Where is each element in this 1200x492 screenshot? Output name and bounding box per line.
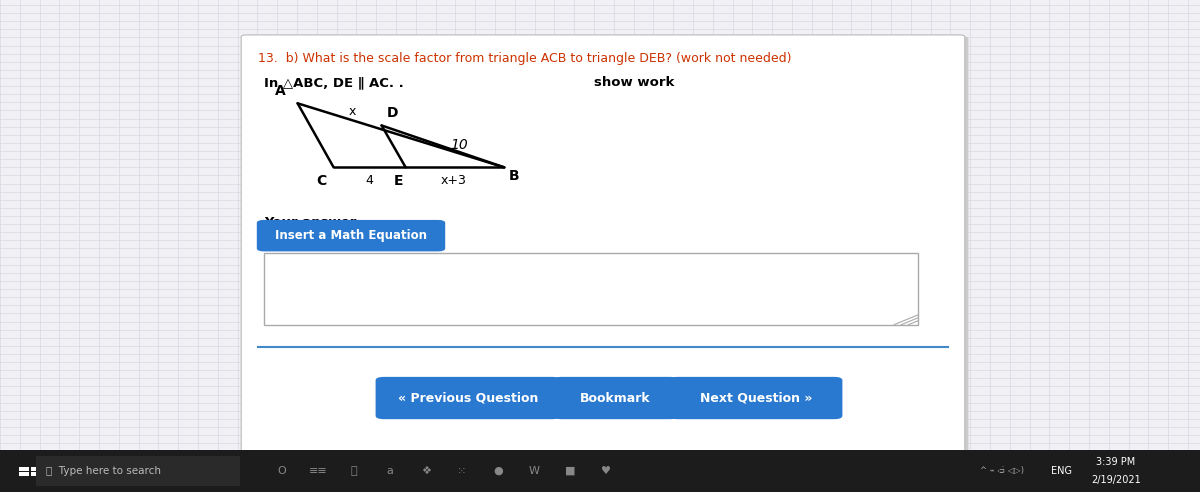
Text: In △ABC, DE ∥ AC. .: In △ABC, DE ∥ AC. . xyxy=(264,76,403,89)
Text: A: A xyxy=(275,85,286,98)
FancyBboxPatch shape xyxy=(257,220,445,251)
FancyBboxPatch shape xyxy=(241,35,965,460)
Text: a: a xyxy=(386,466,394,476)
FancyBboxPatch shape xyxy=(553,377,678,419)
Text: 13.  b) What is the scale factor from triangle ACB to triangle DEB? (work not ne: 13. b) What is the scale factor from tri… xyxy=(258,52,792,64)
Text: ENG: ENG xyxy=(1051,466,1073,476)
Text: ⁙: ⁙ xyxy=(457,466,467,476)
Text: x: x xyxy=(349,105,356,118)
Text: 10: 10 xyxy=(450,138,468,152)
Bar xyxy=(36,456,240,486)
Text: x+3: x+3 xyxy=(440,174,467,186)
Bar xyxy=(19,472,29,476)
Text: Insert a Math Equation: Insert a Math Equation xyxy=(275,229,427,242)
Text: ≡≡: ≡≡ xyxy=(308,466,328,476)
Text: 📁: 📁 xyxy=(350,466,358,476)
Text: 4: 4 xyxy=(366,174,373,186)
Bar xyxy=(31,467,41,471)
Text: C: C xyxy=(317,174,326,187)
Text: D: D xyxy=(386,106,398,120)
Text: Your answer: Your answer xyxy=(264,216,356,229)
Text: ■: ■ xyxy=(565,466,575,476)
Text: ♥: ♥ xyxy=(601,466,611,476)
FancyBboxPatch shape xyxy=(245,36,968,461)
Text: O: O xyxy=(277,466,287,476)
Text: 3:39 PM: 3:39 PM xyxy=(1097,457,1135,467)
Bar xyxy=(31,472,41,476)
Text: 2/19/2021: 2/19/2021 xyxy=(1091,475,1141,485)
Text: ^ ⌁ ᴞ̇ ◁▷): ^ ⌁ ᴞ̇ ◁▷) xyxy=(980,466,1024,475)
Text: Next Question »: Next Question » xyxy=(700,392,812,404)
Text: ❖: ❖ xyxy=(421,466,431,476)
Text: 🔍  Type here to search: 🔍 Type here to search xyxy=(46,466,161,476)
Text: show work: show work xyxy=(594,76,674,89)
Text: E: E xyxy=(394,174,403,187)
FancyBboxPatch shape xyxy=(670,377,842,419)
Text: W: W xyxy=(528,466,540,476)
FancyBboxPatch shape xyxy=(376,377,560,419)
Bar xyxy=(0,450,1200,492)
Bar xyxy=(264,253,918,325)
Text: ●: ● xyxy=(493,466,503,476)
Text: « Previous Question: « Previous Question xyxy=(398,392,538,404)
Bar xyxy=(19,467,29,471)
Text: B: B xyxy=(509,169,520,183)
Text: Bookmark: Bookmark xyxy=(581,392,650,404)
